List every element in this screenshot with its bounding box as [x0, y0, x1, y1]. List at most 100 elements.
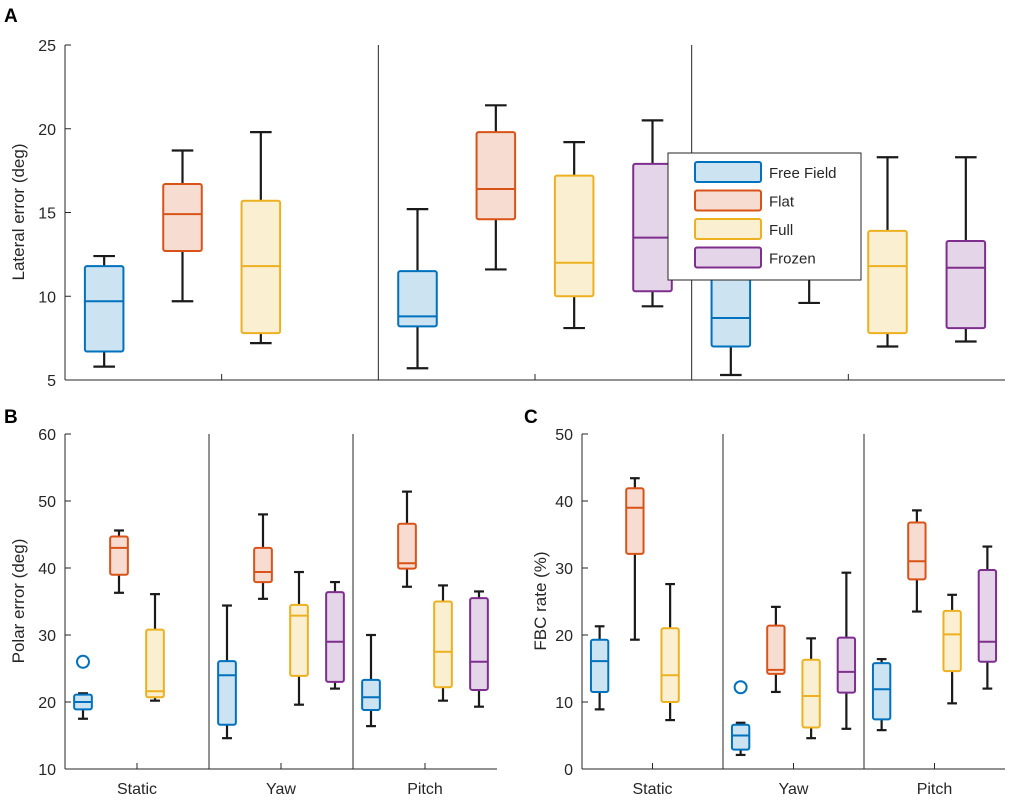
outlier-point [76, 654, 90, 669]
box-static-free-field [73, 692, 93, 720]
legend-item-frozen: Frozen [694, 246, 816, 269]
legend-item-full: Full [694, 218, 793, 240]
box-yaw-free-field [217, 604, 237, 740]
y-tick-label: 10 [555, 695, 573, 712]
legend-swatch [694, 189, 762, 212]
box-static-flat [162, 149, 203, 303]
y-tick-label: 15 [38, 206, 56, 223]
box-yaw-flat [253, 513, 273, 600]
box-iqr [766, 624, 786, 675]
box-yaw-full [553, 141, 595, 330]
legend: Free Field Flat Full Frozen [667, 152, 862, 281]
box-iqr [907, 521, 927, 581]
box-iqr [977, 569, 998, 663]
box-yaw-frozen [632, 119, 673, 308]
box-static-flat [625, 477, 645, 641]
y-tick-label: 30 [38, 628, 56, 645]
y-tick-label: 20 [555, 628, 573, 645]
box-static-full [240, 131, 282, 345]
box-iqr [83, 265, 125, 353]
box-iqr [361, 678, 381, 712]
box-iqr [553, 174, 595, 298]
box-iqr [397, 270, 438, 328]
box-iqr [217, 660, 237, 726]
box-iqr [836, 636, 857, 694]
box-iqr [632, 162, 673, 293]
box-yaw-flat [475, 104, 517, 271]
x-tick-label: Pitch [917, 781, 953, 798]
box-yaw-full [289, 570, 309, 706]
box-iqr [109, 535, 129, 576]
y-tick-label: 10 [38, 289, 56, 306]
box-iqr [325, 591, 345, 683]
box-yaw-flat [766, 605, 786, 694]
legend-label: Free Field [769, 165, 837, 182]
y-tick-label: 50 [38, 494, 56, 511]
legend-item-free-field: Free Field [694, 161, 837, 183]
y-tick-label: 60 [38, 427, 56, 444]
box-pitch-flat [907, 509, 927, 613]
box-static-full [660, 582, 680, 722]
box-iqr [253, 546, 273, 584]
box-pitch-full [867, 156, 908, 348]
panel-label-c: C [524, 407, 538, 428]
box-yaw-free-field [730, 721, 751, 757]
box-pitch-full [942, 593, 962, 705]
box-yaw-frozen [836, 571, 857, 730]
box-yaw-free-field [397, 208, 438, 370]
legend-label: Frozen [769, 251, 816, 268]
box-iqr [942, 609, 962, 673]
box-pitch-flat [397, 490, 417, 588]
box-iqr [162, 183, 203, 253]
box-pitch-frozen [977, 545, 998, 690]
ylabel-b: Polar error (deg) [9, 539, 28, 664]
box-iqr [867, 229, 908, 335]
legend-swatch [694, 218, 762, 240]
legend-swatch [694, 246, 762, 269]
y-tick-label: 50 [555, 427, 573, 444]
box-iqr [475, 131, 517, 221]
legend-item-flat: Flat [694, 189, 795, 212]
box-iqr [945, 239, 987, 330]
box-iqr [801, 658, 821, 729]
box-iqr [145, 628, 165, 699]
box-iqr [730, 723, 751, 751]
panel-label-b: B [4, 407, 18, 428]
ylabel-c: FBC rate (%) [531, 551, 550, 650]
box-static-free-field [589, 625, 610, 711]
box-yaw-frozen [325, 580, 345, 690]
y-tick-label: 20 [38, 695, 56, 712]
panel-c-plot: 0 10 20 30 40 50 Static Yaw Pitch [555, 427, 1005, 798]
box-iqr [397, 522, 417, 570]
x-tick-label: Pitch [407, 781, 443, 798]
legend-label: Flat [769, 194, 795, 211]
legend-swatch [694, 161, 762, 183]
box-pitch-frozen [945, 156, 987, 343]
ylabel-a: Lateral error (deg) [9, 143, 28, 280]
x-tick-label: Yaw [266, 781, 296, 798]
legend-label: Full [769, 222, 793, 239]
box-pitch-full [433, 584, 453, 702]
box-yaw-full [801, 637, 821, 740]
y-tick-label: 40 [38, 561, 56, 578]
y-tick-label: 40 [555, 494, 573, 511]
box-static-free-field [83, 254, 125, 368]
box-iqr [660, 627, 680, 703]
box-iqr [710, 268, 752, 348]
y-tick-label: 30 [555, 561, 573, 578]
y-tick-label: 10 [38, 762, 56, 779]
box-iqr [871, 662, 892, 721]
y-tick-label: 0 [564, 762, 573, 779]
y-tick-label: 20 [38, 122, 56, 139]
x-tick-label: Static [632, 781, 672, 798]
box-pitch-free-field [871, 658, 892, 732]
box-static-full [145, 593, 165, 702]
box-iqr [625, 487, 645, 555]
box-pitch-frozen [469, 590, 489, 708]
panel-label-a: A [4, 6, 18, 27]
box-iqr [469, 597, 489, 691]
box-static-flat [109, 529, 129, 594]
y-tick-label: 5 [47, 373, 56, 390]
x-tick-label: Static [117, 781, 157, 798]
